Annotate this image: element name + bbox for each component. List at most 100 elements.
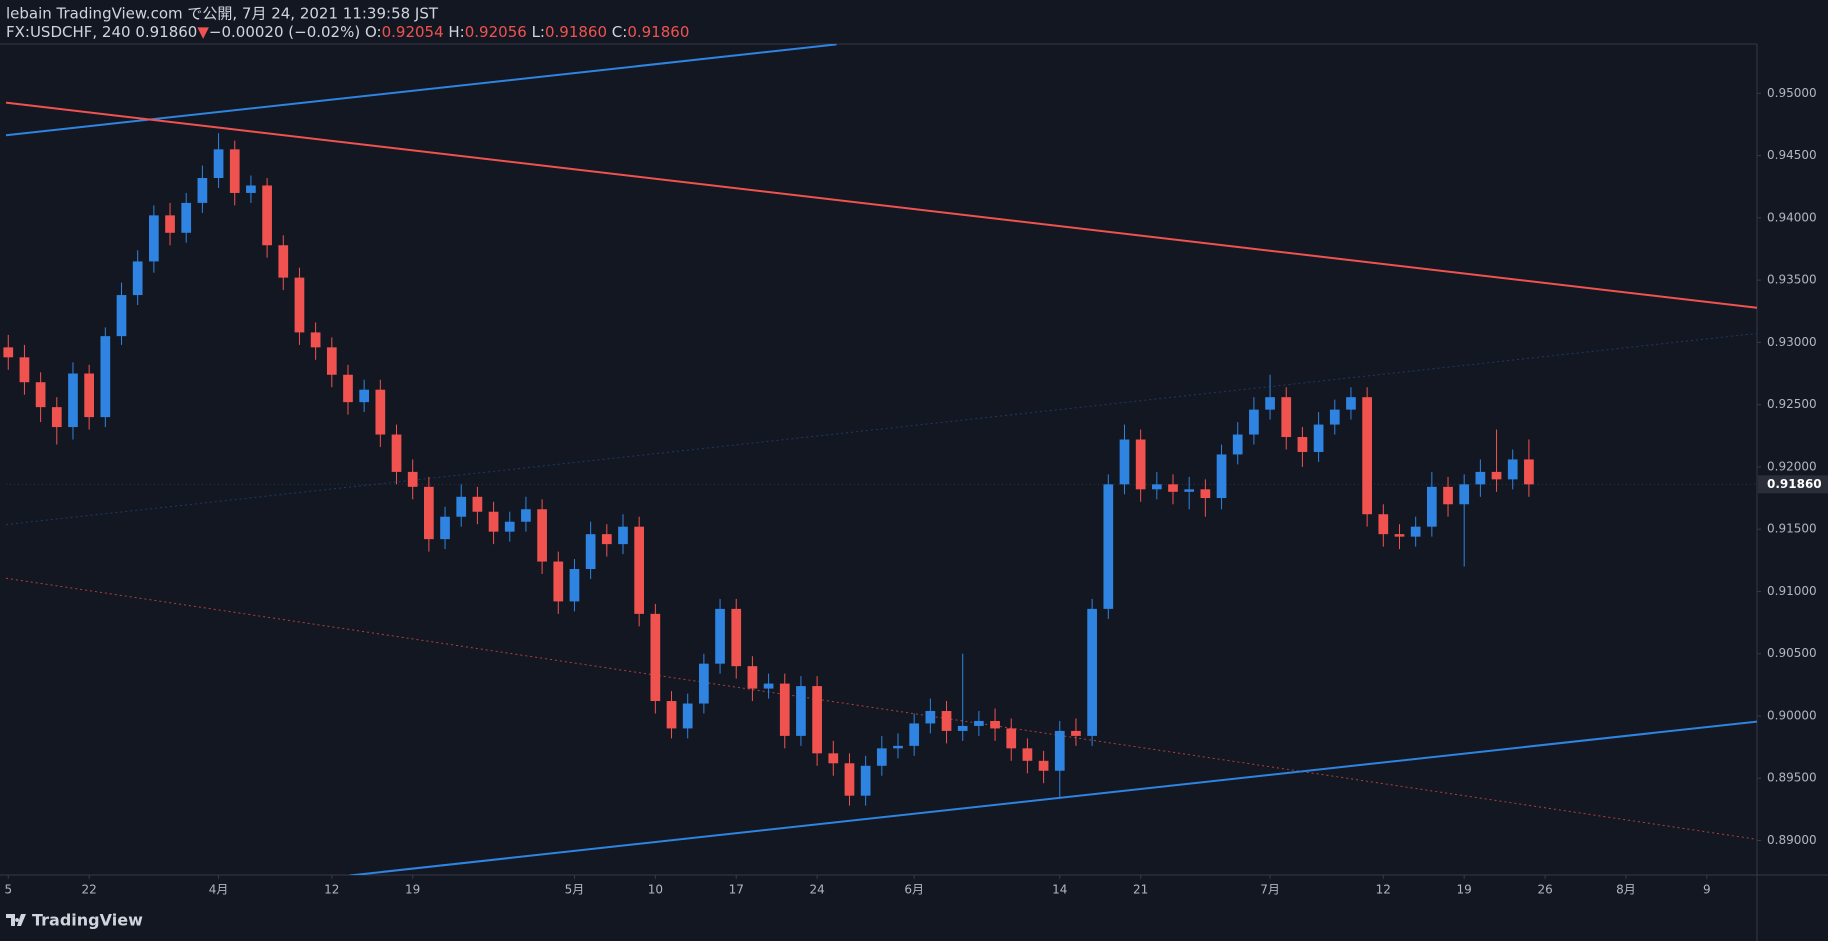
x-tick-label: 4月 — [209, 883, 229, 897]
y-tick-label: 0.92500 — [1767, 397, 1817, 411]
candle-body — [440, 516, 450, 540]
candle-body — [796, 686, 806, 736]
candle-body — [844, 763, 855, 796]
candle-body — [1054, 730, 1065, 771]
candle-body — [650, 613, 661, 702]
h-value: 0.92056 — [465, 23, 527, 41]
candle-body — [391, 434, 402, 472]
y-tick-label: 0.94500 — [1767, 148, 1817, 162]
candle-body — [1232, 434, 1243, 455]
candle-body — [779, 683, 790, 736]
candle-body — [229, 149, 240, 193]
candle-body — [310, 332, 321, 348]
trend-line — [5, 332, 1757, 526]
x-tick-label: 26 — [1537, 883, 1552, 897]
candle-body — [1151, 484, 1162, 490]
candle-body — [246, 185, 256, 193]
x-tick-label: 24 — [809, 883, 824, 897]
l-label: L: — [532, 23, 545, 41]
candle-body — [876, 748, 887, 766]
candle-body — [1475, 471, 1486, 485]
candle-body — [116, 295, 127, 337]
candle-body — [569, 569, 580, 602]
symbol: FX:USDCHF, 240 0.91860 — [6, 23, 197, 41]
x-tick-label: 22 — [82, 883, 97, 897]
candle-body — [294, 277, 305, 333]
x-tick-label: 9 — [1703, 883, 1711, 897]
candle-body — [893, 745, 903, 749]
y-tick-label: 0.93500 — [1767, 273, 1817, 287]
ohlc-line: FX:USDCHF, 240 0.91860▼−0.00020 (−0.02%)… — [6, 23, 689, 41]
c-value: 0.91860 — [627, 23, 689, 41]
candle-body — [1249, 409, 1259, 435]
y-tick-label: 0.89000 — [1767, 833, 1817, 847]
x-tick-label: 17 — [729, 883, 744, 897]
candle-body — [1394, 534, 1405, 537]
h-label: H: — [448, 23, 464, 41]
candle-body — [1038, 760, 1049, 771]
candle-body — [1022, 748, 1033, 761]
candle-body — [537, 509, 547, 562]
candle-body — [149, 215, 159, 262]
candle-body — [1265, 397, 1275, 410]
candle-body — [634, 526, 645, 614]
candle-body — [1119, 439, 1130, 485]
trend-line — [349, 720, 1757, 875]
y-tick-label: 0.89500 — [1767, 771, 1817, 785]
candle-body — [132, 261, 143, 296]
published-info: lebain TradingView.com で公開, 7月 24, 2021 … — [6, 5, 439, 23]
candle-body — [504, 521, 515, 532]
candle-body — [1135, 439, 1146, 490]
trend-line — [5, 577, 1757, 840]
candle-body — [359, 389, 370, 403]
candle-body — [1459, 484, 1470, 505]
candle-body — [1313, 424, 1324, 452]
candle-body — [1281, 397, 1292, 438]
candle-body — [990, 720, 1000, 729]
candle-body — [472, 496, 483, 512]
y-tick-label: 0.94000 — [1767, 210, 1817, 224]
candle-body — [1103, 484, 1114, 609]
x-tick-label: 21 — [1133, 883, 1148, 897]
change: −0.00020 (−0.02%) — [209, 23, 360, 41]
candle-body — [860, 765, 871, 796]
candle-body — [84, 373, 95, 418]
plot-area — [3, 44, 1757, 875]
brand-name[interactable]: TradingView — [32, 911, 143, 930]
candle-body — [1329, 409, 1340, 425]
candle-body — [941, 710, 952, 731]
candle-body — [909, 723, 920, 746]
candle-body — [747, 666, 758, 689]
candle-body — [521, 509, 531, 522]
candle-body — [213, 149, 224, 178]
candle-body — [1346, 397, 1356, 410]
candle-body — [3, 347, 14, 358]
x-tick-label: 19 — [405, 883, 420, 897]
o-value: 0.92054 — [382, 23, 444, 41]
trend-line — [5, 44, 837, 137]
candle-body — [585, 534, 596, 570]
change-arrow: ▼ — [197, 23, 209, 41]
l-value: 0.91860 — [545, 23, 607, 41]
y-tick-label: 0.95000 — [1767, 86, 1817, 100]
candle-body — [601, 534, 612, 545]
candle-body — [35, 382, 46, 408]
x-tick-label: 19 — [1457, 883, 1472, 897]
logo-icon — [6, 914, 26, 926]
candle-body — [197, 177, 208, 203]
x-tick-label: 8月 — [1616, 883, 1636, 897]
candle-body — [1378, 514, 1389, 535]
candle-body — [68, 373, 78, 428]
y-tick-label: 0.93000 — [1767, 335, 1817, 349]
candle-body — [1297, 437, 1308, 452]
header: lebain TradingView.com で公開, 7月 24, 2021 … — [6, 5, 689, 41]
candle-body — [1184, 489, 1195, 492]
candle-body — [488, 511, 499, 532]
candle-body — [1524, 459, 1534, 485]
candle-body — [1071, 730, 1081, 736]
c-label: C: — [612, 23, 628, 41]
last-price-box — [1758, 475, 1828, 494]
